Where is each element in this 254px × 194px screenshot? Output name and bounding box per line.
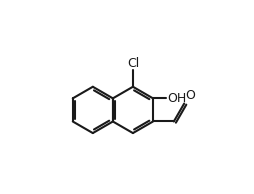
- Text: O: O: [186, 89, 196, 102]
- Text: Cl: Cl: [127, 57, 139, 70]
- Text: OH: OH: [167, 92, 186, 105]
